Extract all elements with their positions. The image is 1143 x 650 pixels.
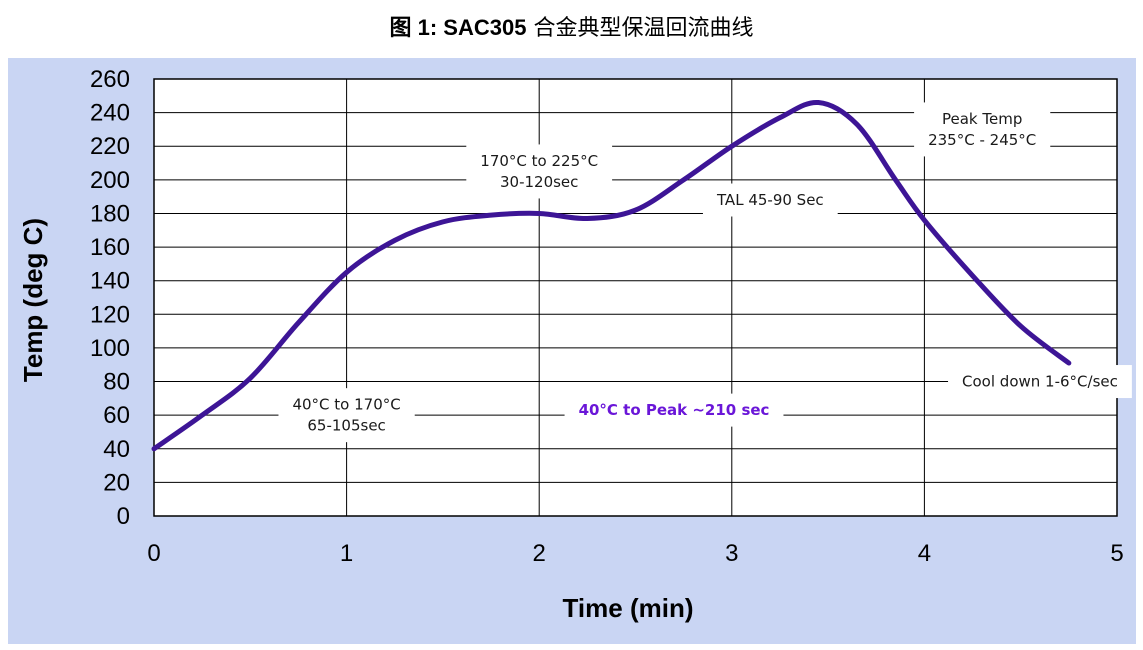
annotation-background [564,393,784,427]
annotation-text: 170°C to 225°C [480,152,598,170]
annotation-background [702,183,838,217]
y-tick-label: 200 [90,167,130,194]
annotation-text: 65-105sec [307,417,385,435]
chart-title: 图 1: SAC305 合金典型保温回流曲线 [0,10,1143,42]
annotations: Peak Temp 235°C - 245°C 170°C to 225°C 30-1… [278,102,1132,443]
annotation-background [278,388,415,443]
annotation: 40°C to 170°C 65-105sec [278,388,415,443]
annotation-background [466,144,613,199]
y-tick-label: 240 [90,100,130,127]
y-tick-label: 180 [90,200,130,227]
x-tick-label: 3 [725,540,738,567]
x-tick-label: 2 [533,540,546,567]
annotation-text: 235°C - 245°C [928,131,1036,149]
annotation-text: 40°C to Peak ~210 sec [579,401,770,419]
annotation-text: 40°C to 170°C [292,396,400,414]
chart-title-rest: 合金典型保温回流曲线 [533,16,754,41]
x-axis-title: Time (min) [563,593,694,623]
annotation: TAL 45-90 Sec [702,183,838,217]
x-tick-label: 5 [1110,540,1123,567]
reflow-profile-line [151,100,1072,452]
y-tick-label: 80 [103,369,130,396]
y-tick-label: 20 [103,469,130,496]
y-tick-label: 40 [103,436,130,463]
y-tick-label: 120 [90,301,130,328]
chart-title-prefix: 图 1: SAC305 [389,15,527,40]
y-tick-label: 0 [117,503,130,530]
y-tick-label: 60 [103,402,130,429]
y-tick-label: 220 [90,133,130,160]
annotation: 40°C to Peak ~210 sec [564,393,784,427]
x-tick-label: 4 [918,540,931,567]
annotation-text: Peak Temp [942,110,1022,128]
y-tick-label: 140 [90,268,130,295]
y-axis-title: Temp (deg C) [18,218,48,382]
annotation: Cool down 1-6°C/sec [948,365,1132,399]
annotation-text: TAL 45-90 Sec [716,191,824,209]
annotation-text: 30-120sec [500,173,578,191]
series-layer [151,100,1072,452]
x-tick-label: 1 [340,540,353,567]
annotation: Peak Temp 235°C - 245°C [914,102,1051,157]
y-tick-label: 260 [90,66,130,93]
y-tick-label: 160 [90,234,130,261]
annotation-background [914,102,1051,157]
y-tick-label: 100 [90,335,130,362]
annotation: 170°C to 225°C 30-120sec [466,144,613,199]
grid-lines [154,79,1117,516]
annotation-text: Cool down 1-6°C/sec [962,373,1118,391]
x-tick-label: 0 [147,540,160,567]
annotation-background [948,365,1132,399]
